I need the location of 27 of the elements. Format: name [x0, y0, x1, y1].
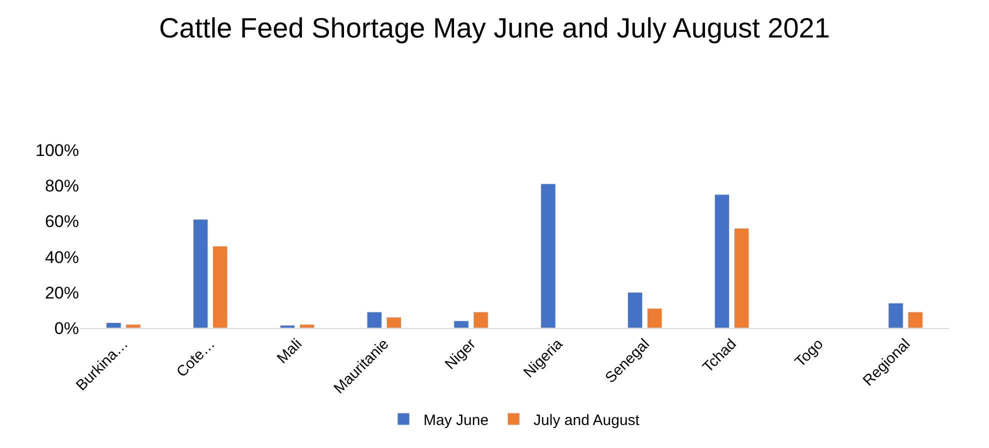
y-tick-label: 100%: [36, 140, 79, 160]
bar: [192, 219, 208, 328]
bar: [106, 322, 122, 328]
bar: [714, 194, 730, 328]
bar: [627, 292, 643, 328]
y-tick-label: 40%: [44, 248, 79, 267]
bar: [280, 325, 296, 328]
bar: [540, 184, 556, 328]
y-tick-label: 0%: [54, 318, 79, 338]
legend-label: May June: [424, 412, 489, 429]
chart-title: Cattle Feed Shortage May June and July August 2021: [159, 12, 830, 44]
y-tick-label: 60%: [44, 212, 79, 232]
bar: [647, 308, 662, 328]
bar: [212, 246, 228, 328]
bar: [454, 320, 469, 328]
bar: [473, 312, 488, 328]
y-tick-label: 80%: [44, 176, 79, 196]
bar: [386, 317, 402, 328]
legend-label: July and August: [534, 412, 640, 429]
bar: [366, 312, 382, 328]
x-tick-label: Togo: [792, 336, 827, 371]
bar: [908, 312, 923, 328]
bar: [734, 228, 750, 328]
bar: [126, 324, 141, 328]
y-tick-label: 20%: [44, 283, 79, 302]
bar: [888, 302, 904, 328]
bar: [299, 324, 315, 328]
